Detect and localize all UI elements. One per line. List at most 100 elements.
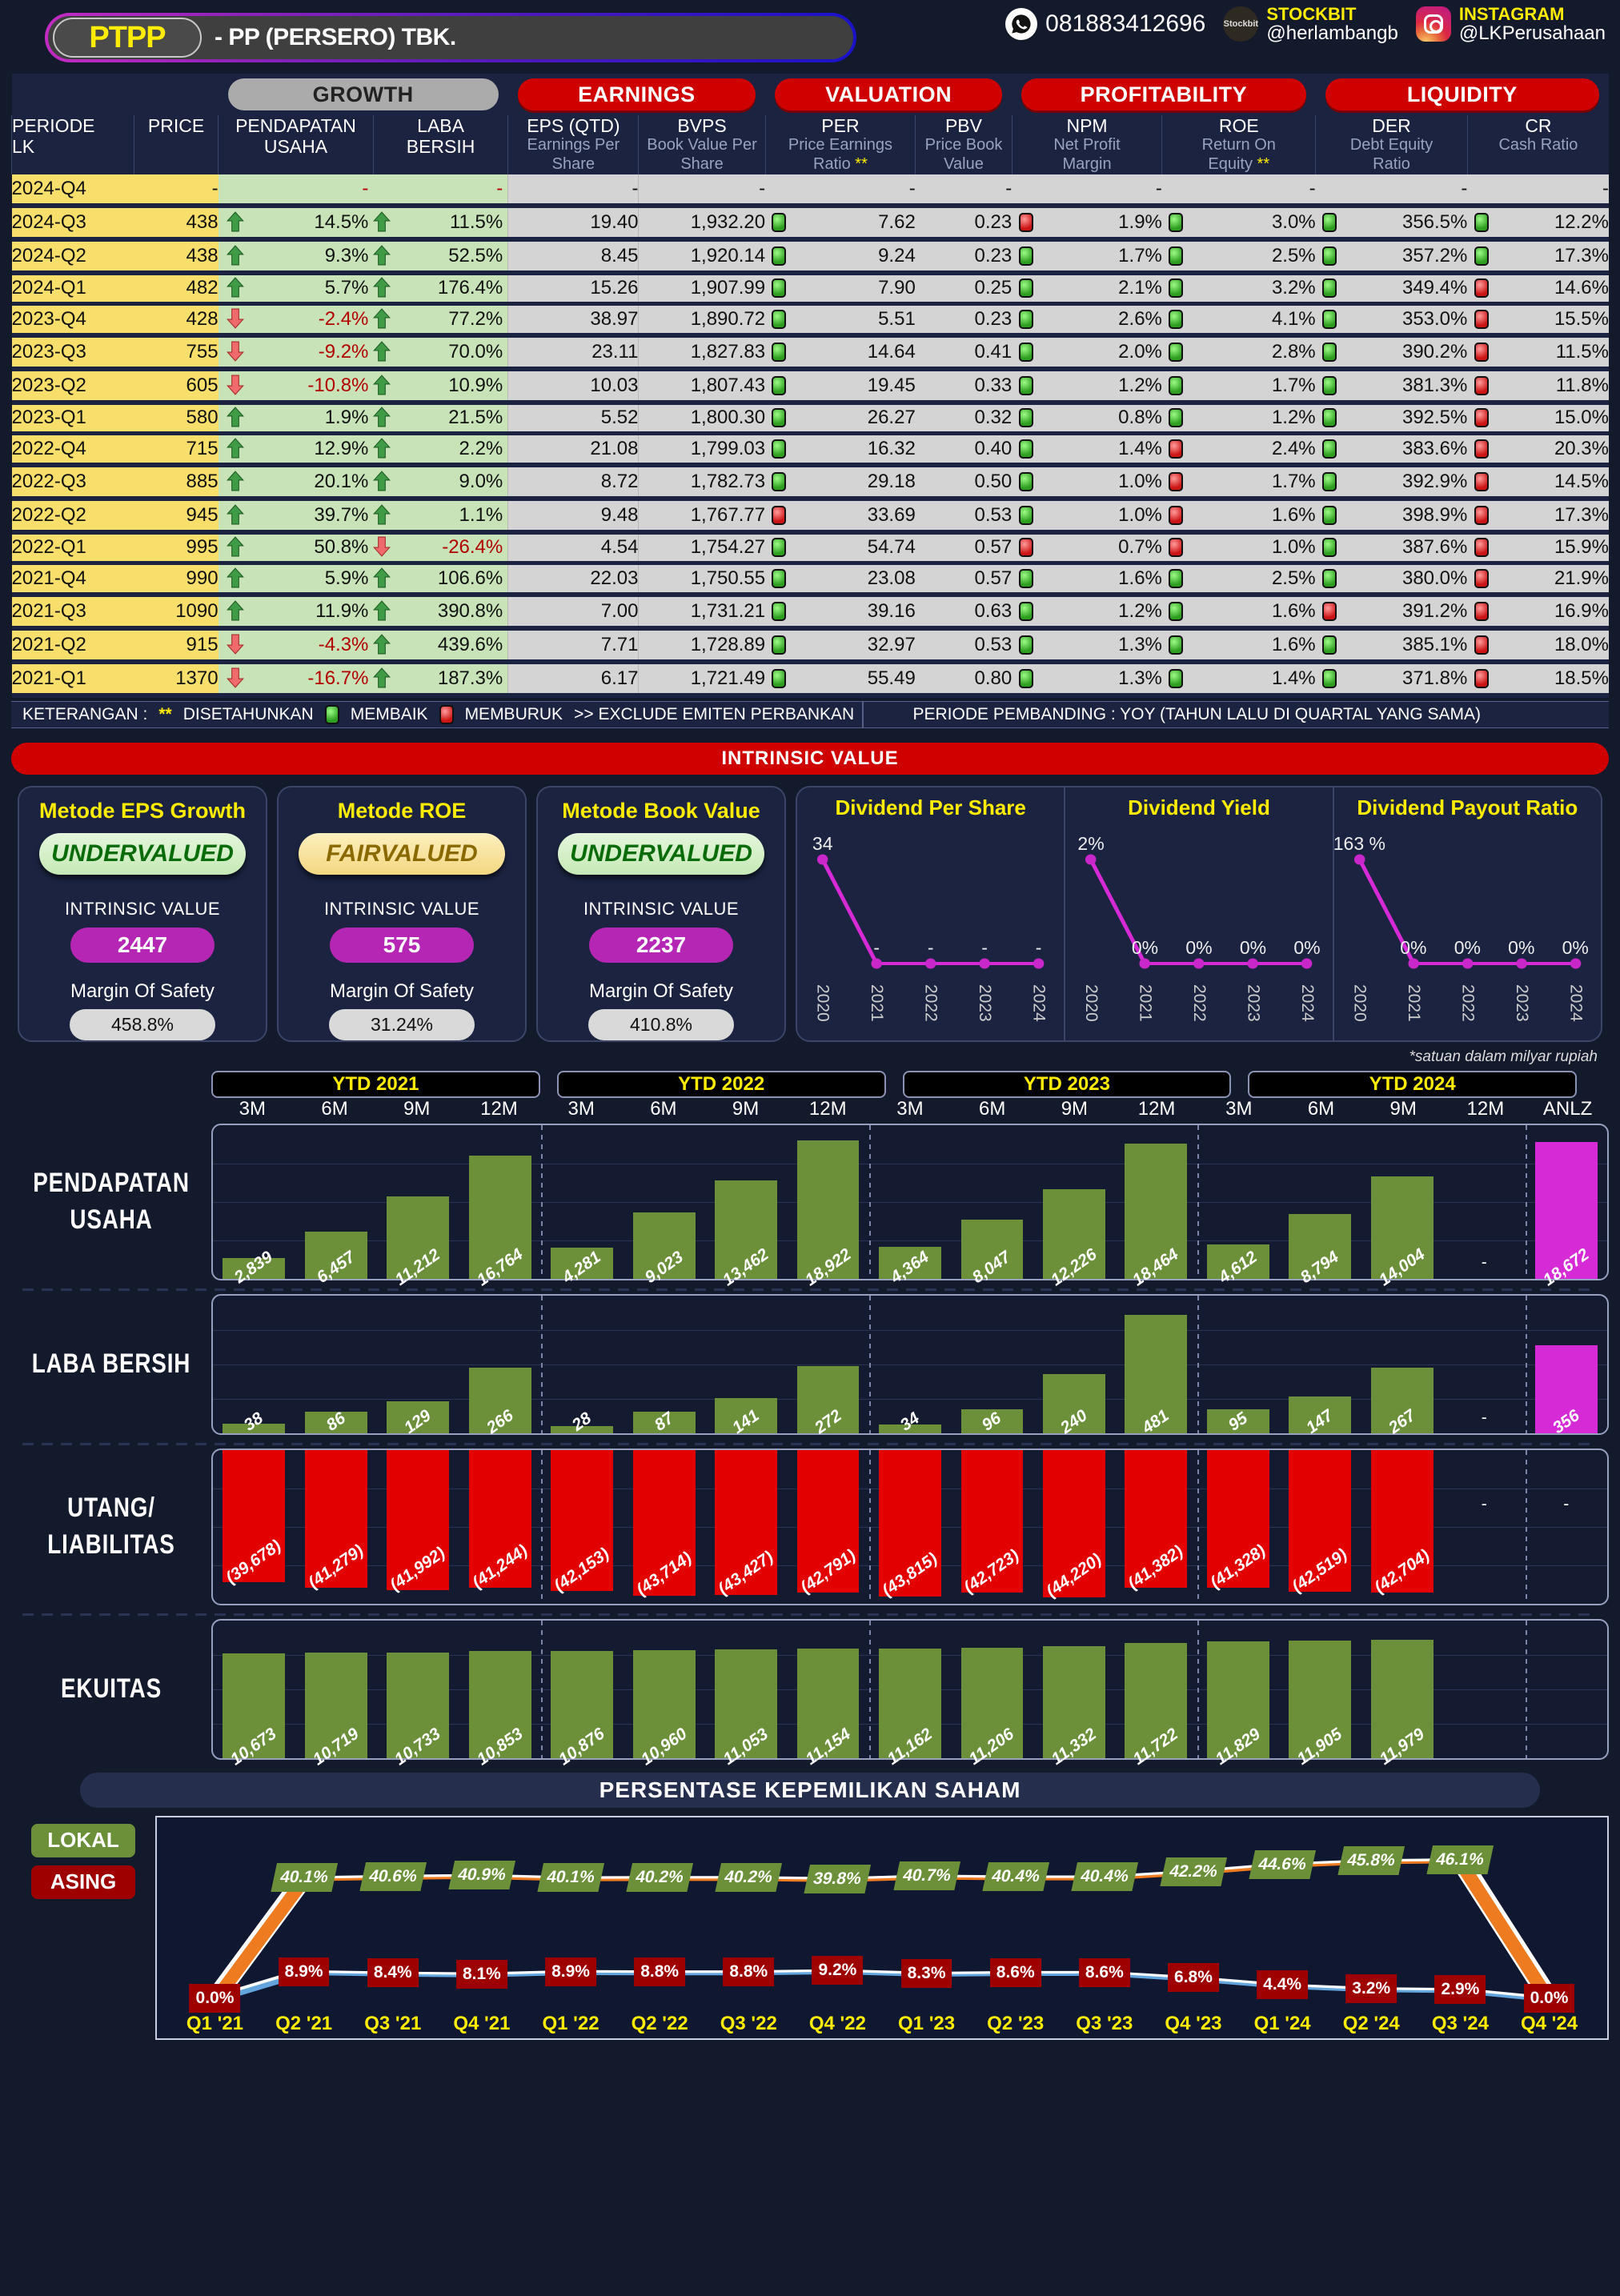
- cell-per: 39.16: [792, 596, 916, 626]
- table-row[interactable]: 2022-Q4 715 12.9% 2.2% 21.08 1,799.03 16.32 0.4…: [11, 431, 1609, 463]
- cell-period: 2024-Q4: [11, 174, 134, 203]
- bar: (41,992): [387, 1449, 450, 1594]
- bar: 6,457: [304, 1231, 367, 1287]
- cell-per: 16.32: [792, 431, 916, 463]
- year-separator: [868, 1620, 871, 1758]
- red-dot-icon: [1474, 278, 1489, 299]
- indicator-per: [765, 174, 793, 203]
- whatsapp-contact[interactable]: 081883412696: [1005, 8, 1205, 41]
- arrow-up-icon: [373, 374, 391, 396]
- ownership-x-tick: Q3 '22: [720, 2012, 777, 2034]
- indicator-per: [765, 561, 793, 592]
- table-row[interactable]: 2021-Q4 990 5.9% 106.6% 22.03 1,750.55 23.08 0.…: [11, 561, 1609, 592]
- table-row[interactable]: 2023-Q1 580 1.9% 21.5% 5.52 1,800.30 26.27 0.32…: [11, 404, 1609, 434]
- bar: 240: [1043, 1373, 1105, 1437]
- legend-disetahunkan: DISETAHUNKAN: [182, 704, 314, 723]
- arrow-down-icon: [226, 341, 244, 363]
- month-tick-3m: 3M: [896, 1097, 924, 1120]
- cell-npm: 1.9%: [1039, 207, 1162, 237]
- cell-npm: -: [1039, 174, 1162, 203]
- chart-dividend-payout-ratio: Dividend Payout Ratio 163 % 0% 0% 0% 0% 2020 2…: [1332, 787, 1601, 1040]
- green-dot-icon: [772, 375, 787, 395]
- indicator-per: [765, 371, 793, 400]
- intrinsic-value-label: INTRINSIC VALUE: [323, 899, 480, 920]
- column-header: EPS (QTD) Earnings Per Share: [507, 115, 639, 174]
- cell-per: 7.90: [792, 274, 916, 304]
- cell-pbv: 0.57: [915, 534, 1012, 563]
- table-row[interactable]: 2021-Q3 1090 11.9% 390.8% 7.00 1,731.21 39.16 0…: [11, 596, 1609, 626]
- bar: 9,023: [632, 1212, 696, 1287]
- indicator-cr: [1467, 596, 1496, 626]
- cell-roe: 2.5%: [1189, 241, 1316, 270]
- bar-value-label: 95: [1225, 1408, 1251, 1435]
- table-row[interactable]: 2021-Q2 915 -4.3% 439.6% 7.71 1,728.89 32.97 0.…: [11, 630, 1609, 659]
- sparkline-value-label: 34: [812, 833, 833, 855]
- intrinsic-card-bookvalue: Metode Book Value UNDERVALUED INTRINSIC …: [536, 785, 786, 1042]
- table-row[interactable]: 2022-Q1 995 50.8% -26.4% 4.54 1,754.27 54.74 0.…: [11, 534, 1609, 563]
- cell-bvps: 1,728.89: [638, 630, 766, 659]
- green-dot-icon: [1169, 212, 1184, 232]
- bar: (41,382): [1125, 1449, 1188, 1593]
- month-tick-12m: 12M: [480, 1097, 518, 1120]
- table-row[interactable]: 2021-Q1 1370 -16.7% 187.3% 6.17 1,721.49 55.49…: [11, 663, 1609, 693]
- instagram-contact[interactable]: INSTAGRAM @LKPerusahaan: [1415, 5, 1606, 43]
- bar-value-label: (42,791): [796, 1545, 859, 1597]
- table-row[interactable]: 2024-Q1 482 5.7% 176.4% 15.26 1,907.99 7.90 0.2…: [11, 274, 1609, 304]
- bar: (44,220): [1043, 1449, 1105, 1601]
- red-dot-icon: [1018, 212, 1033, 232]
- green-dot-icon: [772, 408, 787, 428]
- arrow-up-icon: [226, 210, 244, 233]
- cell-pbv: 0.80: [915, 663, 1012, 693]
- cell-per: 5.51: [792, 302, 916, 333]
- bar-value-label: (43,815): [879, 1549, 941, 1601]
- cell-eps: 5.52: [507, 404, 639, 434]
- cell-eps: 4.54: [507, 534, 639, 563]
- bar: 11,154: [796, 1648, 860, 1769]
- table-row[interactable]: 2023-Q3 755 -9.2% 70.0% 23.11 1,827.83 14.64 0.…: [11, 337, 1609, 367]
- bar-value-label: 10,876: [555, 1724, 608, 1769]
- table-row[interactable]: 2024-Q2 438 9.3% 52.5% 8.45 1,920.14 9.24 0.23 1…: [11, 241, 1609, 270]
- cell-cr: 18.5%: [1495, 663, 1609, 693]
- indicator-cr: [1467, 241, 1496, 270]
- sparkline-x-tick: 2020: [1082, 984, 1101, 1022]
- table-row[interactable]: 2023-Q4 428 -2.4% 77.2% 38.97 1,890.72 5.51 0.2…: [11, 302, 1609, 333]
- stockbit-contact[interactable]: Stockbit STOCKBIT @herlambangb: [1223, 5, 1398, 43]
- year-separator: [1197, 1124, 1199, 1279]
- cell-roe: 3.0%: [1189, 207, 1316, 237]
- table-row[interactable]: 2024-Q4- - - - - - - - - - -: [11, 174, 1609, 203]
- table-row[interactable]: 2023-Q2 605 -10.8% 10.9% 10.03 1,807.43 19.45 0…: [11, 371, 1609, 400]
- table-row[interactable]: 2022-Q3 885 20.1% 9.0% 8.72 1,782.73 29.18 0.50…: [11, 467, 1609, 496]
- cell-period: 2022-Q4: [11, 431, 134, 463]
- margin-of-safety-label: Margin Of Safety: [70, 980, 215, 1002]
- sparkline-x-tick: 2022: [1458, 984, 1478, 1022]
- cell-bvps: 1,800.30: [638, 404, 766, 434]
- bar-value-label: -: [1563, 1495, 1570, 1514]
- indicator-der: [1315, 630, 1344, 659]
- green-dot-icon: [1321, 471, 1337, 491]
- green-dot-icon: [1321, 568, 1337, 588]
- cell-netincome-growth: 390.8%: [373, 596, 508, 626]
- ownership-lokal-label: 40.4%: [982, 1862, 1049, 1892]
- cell-revenue-growth: -9.2%: [218, 337, 374, 367]
- sparkline-x-tick: 2021: [868, 984, 887, 1022]
- column-header: BVPS Book Value Per Share: [638, 115, 766, 174]
- ownership-asing-label: 2.9%: [1434, 1975, 1486, 2005]
- indicator-roe: [1161, 663, 1190, 693]
- bar: (43,714): [632, 1449, 696, 1600]
- anlz-tick: ANLZ: [1542, 1097, 1593, 1120]
- valuation-status-badge: UNDERVALUED: [558, 832, 764, 876]
- cell-cr: 11.8%: [1495, 371, 1609, 400]
- bar: 266: [468, 1367, 531, 1437]
- cell-cr: 14.6%: [1495, 274, 1609, 304]
- table-row[interactable]: 2024-Q3 438 14.5% 11.5% 19.40 1,932.20 7.62 0.2…: [11, 207, 1609, 237]
- legend-membaik: MEMBAIK: [350, 704, 428, 723]
- column-header-roe: ROE Return On Equity **: [1161, 115, 1316, 174]
- cell-der: 380.0%: [1343, 561, 1468, 592]
- year-separator: [540, 1449, 543, 1604]
- table-row[interactable]: 2022-Q2 945 39.7% 1.1% 9.48 1,767.77 33.69 0.53…: [11, 500, 1609, 530]
- sparkline-x-tick: 2022: [1189, 984, 1209, 1022]
- cell-netincome-growth: 70.0%: [373, 337, 508, 367]
- indicator-cr: [1467, 467, 1496, 496]
- indicator-npm: [1012, 500, 1040, 530]
- bar: 4,612: [1206, 1244, 1269, 1287]
